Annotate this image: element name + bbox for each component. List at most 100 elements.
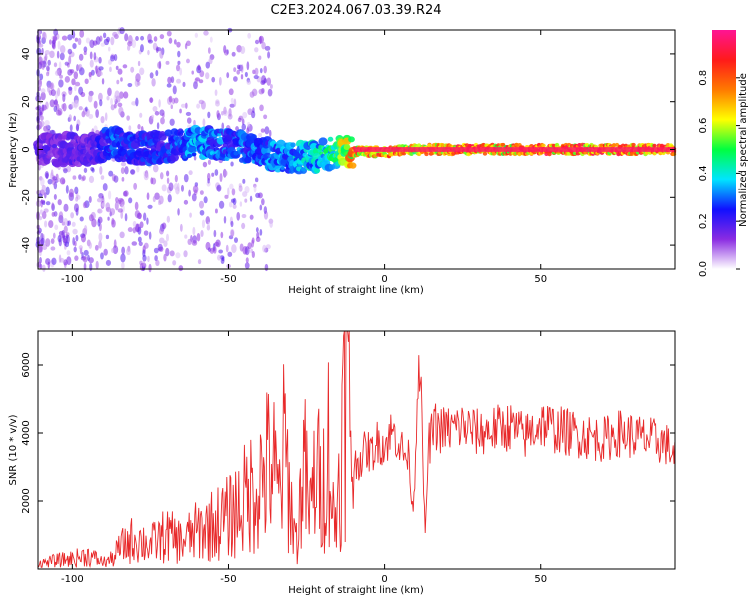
colorbar-tick-label: 0.4	[698, 165, 709, 181]
spectrum-noise-dot	[233, 98, 237, 107]
spectrum-noise-dot	[211, 172, 215, 177]
spectrum-noise-dot	[50, 246, 56, 251]
spectrum-noise-dot	[156, 122, 160, 130]
spectrum-noise-dot	[228, 88, 234, 96]
spectrum-noise-dot	[146, 192, 150, 200]
spectrum-noise-dot	[134, 201, 139, 211]
spectrum-noise-dot	[88, 71, 92, 78]
spectrum-noise-dot	[99, 166, 103, 175]
spectrum-noise-dot	[183, 250, 188, 258]
spectrum-noise-dot	[72, 43, 77, 50]
spectrum-noise-dot	[70, 212, 75, 219]
spectrum-noise-dot	[128, 125, 132, 131]
spectrum-noise-dot	[218, 76, 222, 86]
spectrum-noise-dot	[131, 241, 138, 246]
spectrum-noise-dot	[120, 253, 126, 263]
spectrum-noise-dot	[115, 65, 119, 71]
spectrum-noise-dot	[194, 32, 199, 38]
spectrum-noise-dot	[88, 257, 94, 264]
spectrum-noise-dot	[172, 85, 177, 95]
spectrum-noise-dot	[40, 91, 46, 101]
spectrum-noise-dot	[233, 67, 237, 73]
spectrum-noise-dot	[259, 104, 264, 112]
x-tick-label: -100	[61, 574, 84, 585]
spectrum-noise-dot	[220, 231, 224, 239]
spectrum-noise-dot	[231, 188, 236, 196]
spectrogram-x-label: Height of straight line (km)	[288, 285, 424, 296]
spectrum-noise-dot	[175, 64, 181, 72]
spectrum-noise-dot	[59, 74, 63, 79]
spectrum-noise-dot	[261, 198, 265, 206]
spectrum-noise-dot	[255, 227, 259, 233]
x-tick-label: -100	[61, 274, 84, 285]
spectrum-noise-dot	[106, 36, 111, 43]
spectrum-noise-dot	[62, 93, 66, 103]
spectrum-noise-dot	[249, 195, 253, 202]
spectrum-noise-dot	[68, 188, 74, 198]
spectrum-noise-dot	[49, 99, 55, 108]
spectrum-noise-dot	[245, 257, 249, 264]
spectrum-noise-dot	[91, 167, 95, 173]
spectrum-noise-dot	[244, 198, 248, 203]
spectrum-noise-dot	[64, 241, 70, 248]
spectrum-noise-dot	[264, 45, 271, 51]
spectrum-noise-dot	[200, 230, 204, 238]
spectrum-noise-dot	[100, 175, 105, 180]
spectrum-ridge-dot	[652, 143, 657, 148]
spectrum-noise-dot	[262, 244, 267, 253]
spectrum-noise-dot	[136, 166, 140, 173]
spectrum-noise-dot	[83, 51, 87, 56]
spectrum-ridge-dot	[348, 136, 355, 143]
spectrum-noise-dot	[189, 212, 192, 218]
spectrum-noise-dot	[177, 208, 180, 216]
figure-title: C2E3.2024.067.03.39.R24	[270, 3, 441, 18]
spectrum-noise-dot	[259, 228, 263, 236]
spectrum-ridge-dot	[191, 152, 197, 157]
spectrum-noise-dot	[97, 208, 101, 214]
spectrum-noise-dot	[267, 51, 271, 59]
spectrum-noise-dot	[95, 36, 101, 45]
spectrum-noise-dot	[166, 30, 172, 37]
spectrum-noise-dot	[53, 193, 57, 200]
spectrum-noise-dot	[95, 260, 99, 270]
spectrum-noise-dot	[103, 248, 108, 256]
spectrum-noise-dot	[269, 129, 272, 138]
spectrum-noise-dot	[148, 263, 152, 273]
colorbar-tick-label: 0.0	[698, 261, 709, 277]
spectrum-noise-dot	[241, 222, 246, 230]
spectrum-noise-dot	[127, 35, 133, 45]
spectrum-noise-dot	[223, 216, 227, 224]
spectrum-noise-dot	[207, 159, 212, 165]
spectrum-noise-dot	[158, 99, 161, 108]
spectrum-noise-dot	[63, 225, 68, 234]
spectrum-noise-dot	[261, 41, 266, 50]
spectrum-noise-dot	[41, 47, 44, 56]
spectrum-noise-dot	[143, 212, 147, 222]
spectrum-noise-dot	[81, 175, 86, 181]
spectrum-noise-dot	[78, 86, 84, 95]
spectrum-noise-dot	[173, 39, 177, 45]
spectrum-noise-dot	[110, 98, 113, 106]
spectrum-noise-dot	[246, 127, 249, 135]
spectrum-noise-dot	[79, 29, 85, 38]
spectrum-noise-dot	[121, 262, 125, 270]
spectrum-noise-dot	[36, 230, 41, 235]
spectrum-noise-dot	[40, 237, 45, 246]
spectrum-noise-dot	[100, 252, 104, 260]
spectrum-noise-dot	[161, 222, 167, 230]
spectrum-noise-dot	[117, 208, 124, 213]
spectrum-noise-dot	[126, 115, 130, 121]
spectrum-noise-dot	[82, 201, 87, 209]
spectrum-noise-dot	[117, 197, 124, 203]
spectrum-noise-dot	[251, 88, 258, 97]
spectrum-noise-dot	[126, 45, 131, 51]
spectrum-noise-dot	[112, 31, 118, 37]
spectrum-noise-dot	[79, 67, 85, 76]
spectrum-noise-dot	[152, 196, 156, 203]
spectrum-noise-dot	[253, 74, 259, 80]
spectrum-noise-dot	[117, 68, 123, 75]
spectrum-noise-dot	[184, 234, 188, 239]
spectrum-noise-dot	[119, 231, 125, 239]
spectrum-noise-dot	[118, 106, 124, 116]
spectrum-noise-dot	[221, 122, 225, 131]
